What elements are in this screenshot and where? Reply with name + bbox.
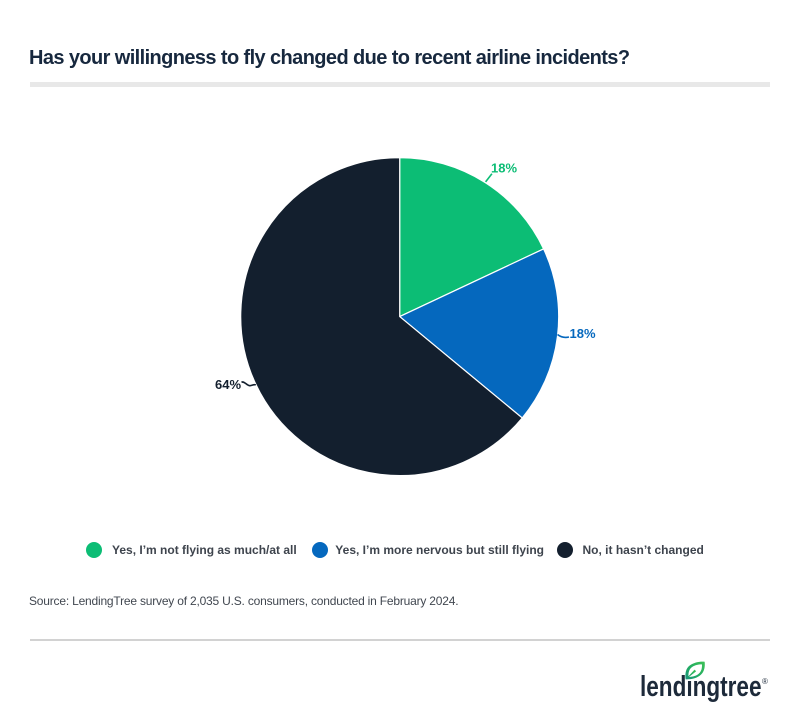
- svg-text:18%: 18%: [570, 326, 596, 341]
- svg-text:®: ®: [762, 677, 768, 686]
- svg-text:18%: 18%: [491, 161, 517, 176]
- svg-text:lendıngtree: lendıngtree: [640, 671, 762, 703]
- svg-text:64%: 64%: [215, 377, 241, 392]
